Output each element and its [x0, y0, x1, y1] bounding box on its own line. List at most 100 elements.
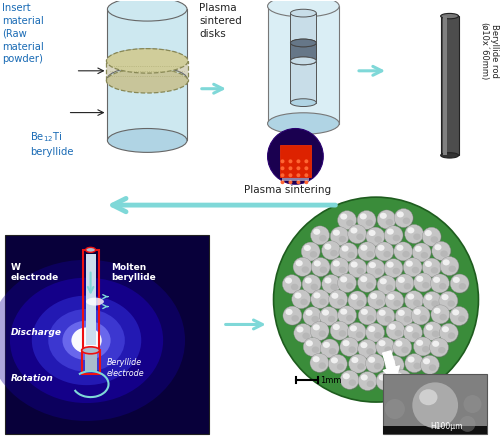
Ellipse shape	[374, 363, 382, 370]
Ellipse shape	[386, 219, 393, 226]
Bar	[106, 61, 188, 81]
Ellipse shape	[450, 308, 469, 326]
Ellipse shape	[392, 235, 400, 241]
FancyArrowPatch shape	[103, 304, 108, 308]
Ellipse shape	[340, 244, 359, 262]
Ellipse shape	[294, 258, 313, 277]
Ellipse shape	[386, 284, 393, 291]
Ellipse shape	[296, 173, 300, 177]
Ellipse shape	[366, 324, 386, 343]
Ellipse shape	[320, 299, 327, 305]
Ellipse shape	[442, 294, 448, 300]
Ellipse shape	[302, 243, 321, 262]
Ellipse shape	[302, 266, 309, 273]
Text: H100μm: H100μm	[430, 422, 463, 431]
Ellipse shape	[404, 224, 423, 243]
Ellipse shape	[377, 275, 396, 294]
Ellipse shape	[311, 257, 330, 277]
Ellipse shape	[431, 305, 450, 324]
Ellipse shape	[406, 261, 413, 267]
Ellipse shape	[360, 374, 368, 380]
Ellipse shape	[366, 348, 374, 355]
Ellipse shape	[366, 219, 373, 226]
Ellipse shape	[304, 278, 312, 283]
Ellipse shape	[394, 330, 402, 337]
Ellipse shape	[304, 338, 323, 357]
Ellipse shape	[331, 357, 338, 363]
Ellipse shape	[439, 283, 446, 290]
Ellipse shape	[413, 299, 420, 306]
Ellipse shape	[338, 266, 346, 273]
Ellipse shape	[340, 337, 359, 356]
Ellipse shape	[387, 322, 406, 341]
Ellipse shape	[339, 243, 358, 261]
Ellipse shape	[377, 338, 396, 357]
Ellipse shape	[282, 275, 302, 294]
Ellipse shape	[422, 258, 441, 277]
Ellipse shape	[432, 241, 450, 260]
Ellipse shape	[341, 371, 360, 390]
Ellipse shape	[294, 292, 302, 299]
Ellipse shape	[304, 245, 311, 251]
Ellipse shape	[386, 228, 394, 235]
Bar	[383, 426, 488, 434]
Ellipse shape	[284, 276, 302, 295]
Bar	[280, 145, 312, 177]
Ellipse shape	[330, 227, 349, 246]
Ellipse shape	[290, 99, 316, 106]
Text: Molten
beryllide: Molten beryllide	[111, 263, 156, 282]
Ellipse shape	[441, 257, 460, 276]
Ellipse shape	[440, 13, 458, 19]
Ellipse shape	[338, 330, 346, 337]
Ellipse shape	[304, 308, 323, 327]
Ellipse shape	[366, 354, 384, 373]
Ellipse shape	[71, 328, 102, 353]
Ellipse shape	[414, 363, 421, 369]
Ellipse shape	[367, 228, 386, 247]
Ellipse shape	[403, 258, 422, 277]
Ellipse shape	[406, 291, 424, 311]
Ellipse shape	[396, 341, 402, 346]
Ellipse shape	[328, 290, 347, 309]
Ellipse shape	[313, 229, 320, 235]
Ellipse shape	[322, 242, 342, 261]
Ellipse shape	[350, 325, 357, 331]
Bar	[82, 350, 100, 374]
Ellipse shape	[296, 159, 300, 163]
Ellipse shape	[331, 322, 350, 341]
Ellipse shape	[434, 244, 442, 250]
Ellipse shape	[385, 260, 404, 278]
Ellipse shape	[306, 340, 313, 346]
Ellipse shape	[311, 354, 330, 373]
Ellipse shape	[402, 251, 410, 257]
Ellipse shape	[312, 227, 330, 246]
Ellipse shape	[348, 346, 356, 353]
Ellipse shape	[314, 292, 320, 299]
Text: Be$_{12}$Ti
beryllide: Be$_{12}$Ti beryllide	[30, 131, 74, 157]
Ellipse shape	[333, 261, 340, 266]
Ellipse shape	[350, 228, 358, 233]
Text: Discharge: Discharge	[11, 329, 62, 337]
Text: Beryllide
electrode: Beryllide electrode	[107, 358, 144, 378]
Ellipse shape	[333, 324, 340, 330]
Ellipse shape	[346, 283, 354, 289]
Bar	[86, 254, 96, 346]
Ellipse shape	[310, 284, 318, 290]
Ellipse shape	[384, 226, 403, 245]
Ellipse shape	[320, 307, 338, 325]
Ellipse shape	[406, 225, 424, 245]
Ellipse shape	[426, 294, 432, 300]
Ellipse shape	[0, 260, 185, 421]
Ellipse shape	[414, 273, 432, 292]
Ellipse shape	[404, 291, 423, 310]
Ellipse shape	[460, 416, 475, 432]
Ellipse shape	[438, 347, 446, 354]
Ellipse shape	[330, 250, 338, 257]
Ellipse shape	[342, 340, 349, 346]
Ellipse shape	[358, 371, 377, 391]
Ellipse shape	[304, 180, 308, 184]
Ellipse shape	[401, 379, 409, 385]
Ellipse shape	[380, 278, 387, 284]
Ellipse shape	[408, 356, 414, 363]
Ellipse shape	[346, 315, 354, 321]
